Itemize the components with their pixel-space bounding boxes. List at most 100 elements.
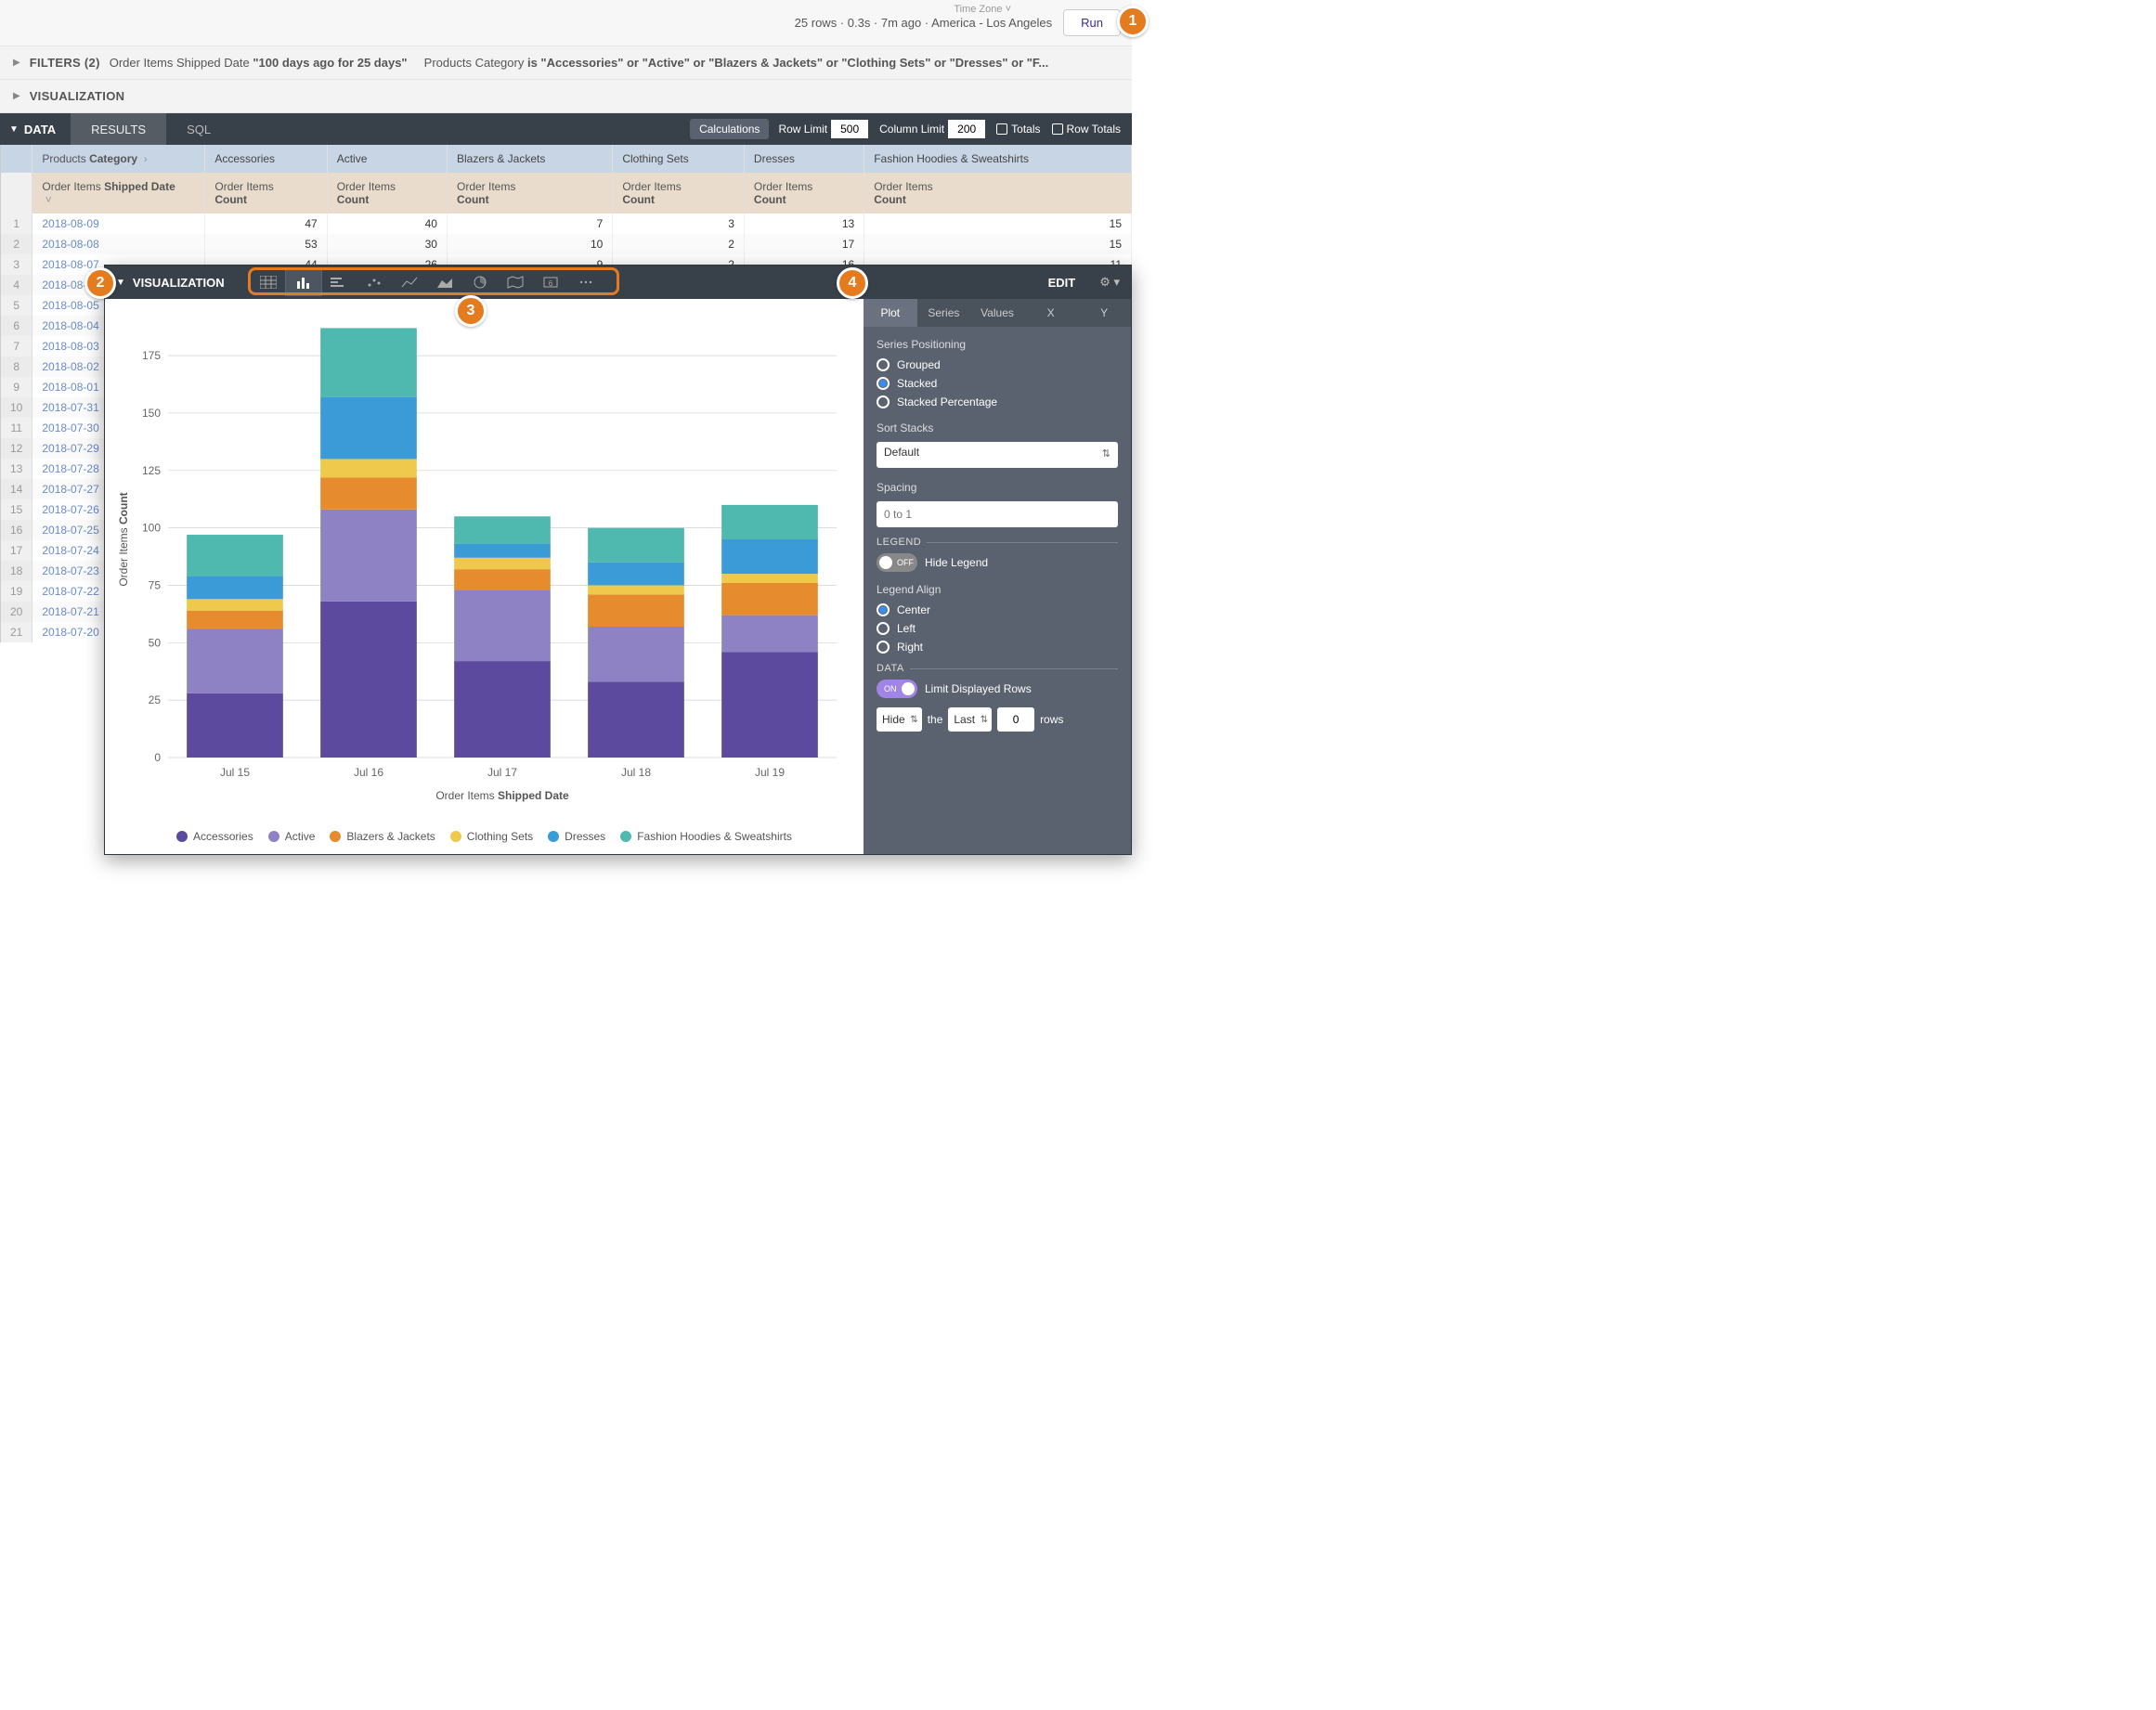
pivot-col-3[interactable]: Clothing Sets	[613, 145, 745, 173]
hide-select[interactable]: Hide	[877, 707, 922, 732]
visualization-title: VISUALIZATION	[30, 89, 125, 103]
svg-text:75: 75	[149, 578, 162, 591]
svg-text:175: 175	[142, 349, 161, 362]
single-value-viz-icon[interactable]: 6	[533, 269, 568, 295]
pivot-col-0[interactable]: Accessories	[205, 145, 327, 173]
data-section-label: DATA	[877, 663, 1118, 674]
spacing-input[interactable]	[877, 501, 1118, 527]
radio-stacked[interactable]	[877, 377, 890, 390]
radio-align-right[interactable]	[877, 641, 890, 654]
rows-label: rows	[1040, 713, 1063, 726]
m: Order Items	[457, 180, 515, 193]
filters-title: FILTERS (2)	[30, 56, 100, 70]
side-tab-series[interactable]: Series	[917, 299, 971, 327]
grouped-label: Grouped	[897, 358, 941, 371]
bar-viz-icon[interactable]	[286, 269, 321, 295]
row-totals-checkbox[interactable]	[1052, 123, 1063, 135]
pivot-col-2[interactable]: Blazers & Jackets	[447, 145, 612, 173]
side-tab-plot[interactable]: Plot	[864, 299, 917, 327]
edit-side-panel: Plot Series Values X Y Series Positionin…	[864, 299, 1131, 854]
hide-legend-toggle[interactable]	[877, 553, 917, 572]
pivot-col-5[interactable]: Fashion Hoodies & Sweatshirts	[864, 145, 1132, 173]
rows-count-input[interactable]	[997, 707, 1034, 732]
top-status-bar: Time Zone 25 rows · 0.3s · 7m ago · Amer…	[0, 0, 1132, 46]
svg-text:Order Items Shipped Date: Order Items Shipped Date	[435, 789, 569, 802]
scatter-viz-icon[interactable]	[357, 269, 392, 295]
side-tabs: Plot Series Values X Y	[864, 299, 1131, 327]
line-viz-icon[interactable]	[392, 269, 427, 295]
svg-text:100: 100	[142, 522, 161, 535]
legend-section-label: LEGEND	[877, 537, 1118, 548]
more-viz-icon[interactable]	[568, 269, 604, 295]
svg-text:Jul 18: Jul 18	[621, 766, 651, 779]
pie-viz-icon[interactable]	[462, 269, 498, 295]
svg-text:Jul 19: Jul 19	[755, 766, 785, 779]
map-viz-icon[interactable]	[498, 269, 533, 295]
m: Order Items	[754, 180, 812, 193]
side-tab-values[interactable]: Values	[970, 299, 1024, 327]
chevron-right-icon: ›	[144, 152, 148, 165]
table-row[interactable]: 22018-08-0853301021715	[1, 234, 1132, 254]
m: Order Items	[214, 180, 273, 193]
totals-checkbox[interactable]	[996, 123, 1007, 135]
visualization-section-collapsed[interactable]: ▶ VISUALIZATION	[0, 80, 1132, 113]
run-button[interactable]: Run	[1063, 9, 1121, 36]
pivot-label-prefix: Products	[42, 152, 85, 165]
radio-grouped[interactable]	[877, 358, 890, 371]
area-viz-icon[interactable]	[427, 269, 462, 295]
sort-stacks-label: Sort Stacks	[877, 421, 1118, 434]
hbar-viz-icon[interactable]	[321, 269, 357, 295]
timezone-label[interactable]: Time Zone	[954, 4, 1011, 15]
legend-item[interactable]: Blazers & Jackets	[330, 830, 435, 843]
m: Order Items	[622, 180, 681, 193]
calculations-button[interactable]: Calculations	[690, 119, 769, 139]
table-row[interactable]: 12018-08-094740731315	[1, 214, 1132, 234]
svg-text:50: 50	[149, 636, 162, 649]
tab-results[interactable]: RESULTS	[71, 113, 166, 145]
side-tab-x[interactable]: X	[1024, 299, 1078, 327]
svg-text:Order Items Count: Order Items Count	[117, 492, 130, 586]
dim-prefix: Order Items	[42, 180, 100, 193]
side-tab-y[interactable]: Y	[1077, 299, 1131, 327]
caret-right-icon: ▶	[13, 91, 20, 101]
tab-sql[interactable]: SQL	[166, 113, 231, 145]
radio-stacked-pct[interactable]	[877, 395, 890, 408]
svg-text:25: 25	[149, 693, 162, 706]
radio-align-left[interactable]	[877, 622, 890, 635]
series-positioning-label: Series Positioning	[877, 338, 1118, 351]
m: Count	[214, 193, 247, 206]
legend-item[interactable]: Dresses	[548, 830, 605, 843]
legend-item[interactable]: Fashion Hoodies & Sweatshirts	[620, 830, 792, 843]
pivot-col-4[interactable]: Dresses	[744, 145, 864, 173]
gear-icon[interactable]: ⚙ ▾	[1088, 275, 1131, 290]
col-limit-input[interactable]	[948, 120, 985, 138]
filter1-field: Order Items Shipped Date	[110, 56, 250, 70]
dim-bold: Shipped Date	[104, 180, 175, 193]
filter1-value: "100 days ago for 25 days"	[253, 56, 407, 70]
sort-stacks-select[interactable]: Default	[877, 442, 1118, 468]
legend-item[interactable]: Accessories	[176, 830, 253, 843]
last-select[interactable]: Last	[948, 707, 992, 732]
table-viz-icon[interactable]	[251, 269, 286, 295]
limit-rows-label: Limit Displayed Rows	[925, 682, 1032, 695]
radio-align-center[interactable]	[877, 603, 890, 616]
legend-item[interactable]: Active	[268, 830, 316, 843]
svg-text:125: 125	[142, 464, 161, 477]
caret-down-icon[interactable]: ▼	[0, 124, 24, 135]
the-label: the	[928, 713, 943, 726]
chevron-down-icon[interactable]: ˅	[42, 193, 51, 206]
pivot-col-1[interactable]: Active	[327, 145, 447, 173]
row-limit-input[interactable]	[831, 120, 868, 138]
svg-text:Jul 16: Jul 16	[354, 766, 383, 779]
limit-rows-toggle[interactable]	[877, 680, 917, 698]
callout-1: 1	[1117, 6, 1149, 37]
row-limit-label: Row Limit	[778, 123, 827, 136]
query-status-text: 25 rows · 0.3s · 7m ago · America - Los …	[795, 16, 1052, 30]
align-right-label: Right	[897, 641, 923, 654]
sort-stacks-value: Default	[884, 446, 919, 459]
viz-header: ▼ VISUALIZATION 6 EDIT ⚙ ▾	[105, 266, 1131, 299]
chart-area: 0255075100125150175Jul 15Jul 16Jul 17Jul…	[105, 299, 864, 854]
filters-section[interactable]: ▶ FILTERS (2) Order Items Shipped Date "…	[0, 46, 1132, 80]
legend-item[interactable]: Clothing Sets	[450, 830, 533, 843]
data-table-container: Products Category › Accessories Active B…	[0, 145, 1132, 642]
